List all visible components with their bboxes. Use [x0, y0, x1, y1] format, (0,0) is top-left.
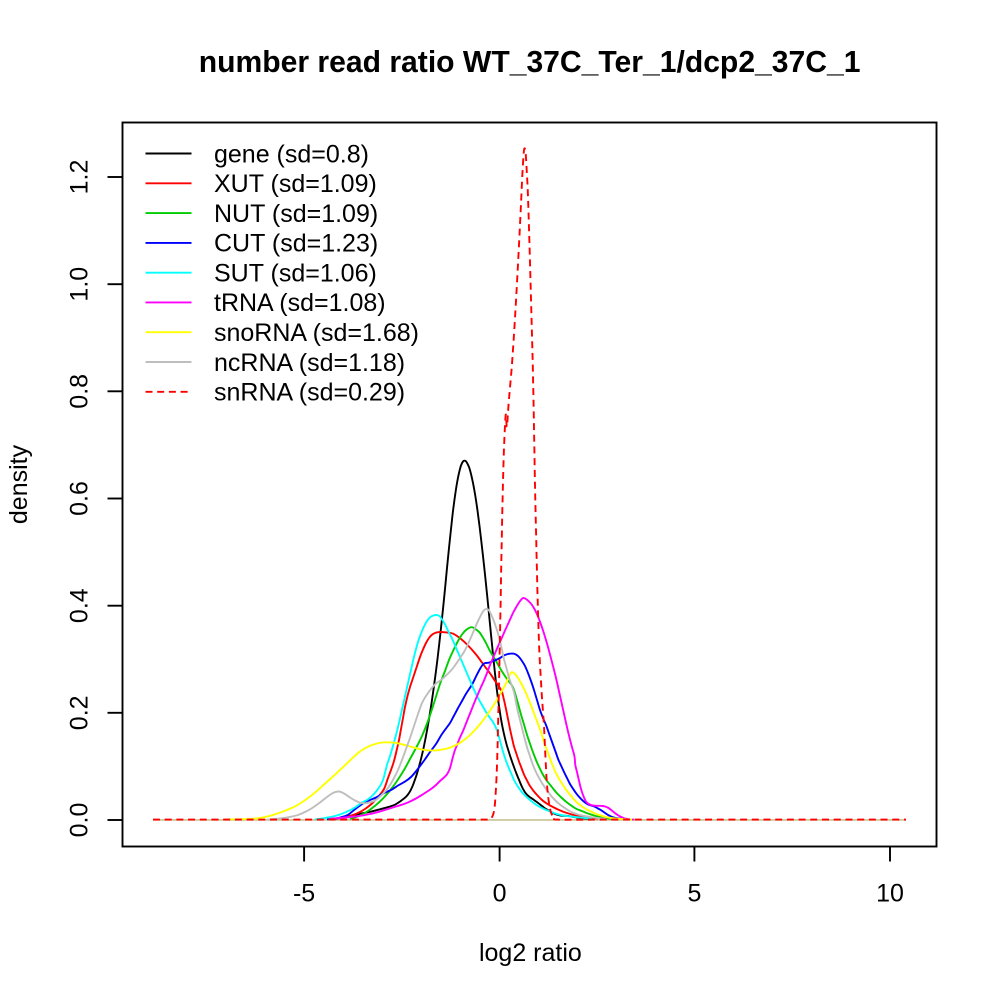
svg-text:1.0: 1.0 — [66, 267, 94, 302]
svg-text:5: 5 — [687, 880, 701, 908]
svg-text:gene (sd=0.8): gene (sd=0.8) — [214, 140, 369, 168]
svg-text:XUT (sd=1.09): XUT (sd=1.09) — [214, 170, 377, 198]
svg-text:number read ratio WT_37C_Ter_1: number read ratio WT_37C_Ter_1/dcp2_37C_… — [199, 46, 861, 79]
svg-text:log2 ratio: log2 ratio — [479, 939, 582, 967]
svg-text:snRNA (sd=0.29): snRNA (sd=0.29) — [214, 379, 405, 407]
svg-text:0: 0 — [493, 880, 507, 908]
svg-text:SUT (sd=1.06): SUT (sd=1.06) — [214, 260, 377, 288]
svg-text:snoRNA (sd=1.68): snoRNA (sd=1.68) — [214, 319, 419, 347]
svg-text:0.6: 0.6 — [66, 481, 94, 516]
svg-text:tRNA (sd=1.08): tRNA (sd=1.08) — [214, 289, 386, 317]
svg-text:CUT (sd=1.23): CUT (sd=1.23) — [214, 230, 378, 258]
svg-text:10: 10 — [876, 880, 904, 908]
svg-text:0.4: 0.4 — [66, 588, 94, 623]
svg-text:-5: -5 — [293, 880, 315, 908]
svg-text:0.2: 0.2 — [66, 695, 94, 730]
svg-text:1.2: 1.2 — [66, 160, 94, 195]
svg-text:0.8: 0.8 — [66, 374, 94, 409]
svg-text:density: density — [5, 444, 33, 524]
svg-text:ncRNA (sd=1.18): ncRNA (sd=1.18) — [214, 349, 405, 377]
svg-text:NUT (sd=1.09): NUT (sd=1.09) — [214, 200, 378, 228]
svg-text:0.0: 0.0 — [66, 803, 94, 838]
